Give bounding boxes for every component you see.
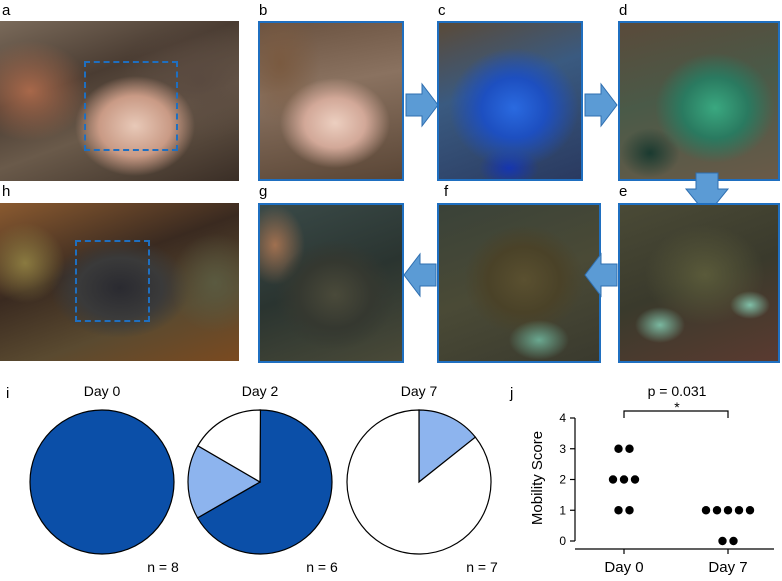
pie-slice bbox=[29, 409, 175, 555]
data-point bbox=[718, 536, 727, 546]
y-axis-label: Mobility Score bbox=[529, 431, 546, 525]
data-points bbox=[608, 444, 755, 546]
y-tick-label: 1 bbox=[559, 503, 566, 517]
significance-bracket bbox=[623, 410, 729, 418]
x-tick-label: Day 7 bbox=[708, 559, 747, 576]
panel-letter-h: h bbox=[2, 183, 11, 200]
pie-slice bbox=[196, 409, 333, 555]
pie-title-day-0: Day 0 bbox=[84, 383, 121, 399]
panel-letter-c: c bbox=[438, 2, 446, 19]
arrow-down bbox=[684, 172, 730, 216]
y-tick-label: 3 bbox=[559, 442, 566, 456]
arrow-left-2 bbox=[584, 252, 618, 298]
photo-c-blue-treatment bbox=[437, 21, 583, 181]
panel-letter-i: i bbox=[6, 385, 10, 402]
data-point bbox=[608, 475, 618, 484]
pie-day-2 bbox=[187, 409, 333, 555]
pie-day-0 bbox=[29, 409, 175, 555]
data-point bbox=[723, 506, 733, 515]
significance-star: * bbox=[674, 399, 680, 415]
y-tick-label: 0 bbox=[559, 534, 566, 548]
photo-g-day7-closeup bbox=[258, 203, 404, 363]
data-point bbox=[614, 506, 623, 515]
pie-n-day-0: n = 8 bbox=[147, 559, 179, 575]
pie-title-day-2: Day 2 bbox=[242, 383, 279, 399]
panel-letter-e: e bbox=[619, 183, 628, 200]
pie-charts: Day 0 Day 2 Day 7 n = 8 n = 6 n = 7 bbox=[29, 383, 498, 575]
data-point bbox=[625, 444, 634, 453]
data-point bbox=[745, 506, 755, 515]
y-tick-label: 4 bbox=[559, 411, 566, 425]
zoom-box-a bbox=[84, 61, 178, 151]
data-point bbox=[734, 506, 744, 515]
y-tick-label: 2 bbox=[559, 473, 566, 487]
x-ticks: Day 0 Day 7 bbox=[604, 549, 748, 576]
data-point bbox=[712, 506, 722, 515]
data-point bbox=[701, 506, 711, 515]
pie-n-day-7: n = 7 bbox=[466, 559, 498, 575]
panel-letter-a: a bbox=[2, 2, 11, 19]
data-point bbox=[619, 475, 629, 484]
pie-title-day-7: Day 7 bbox=[401, 383, 438, 399]
panel-letter-g: g bbox=[259, 183, 268, 200]
panel-letter-d: d bbox=[619, 2, 628, 19]
y-ticks: 0 1 2 3 4 bbox=[559, 411, 575, 548]
panel-letter-j: j bbox=[510, 385, 514, 402]
photo-a-hoof-lesion bbox=[0, 21, 239, 181]
photo-e-day1-closeup bbox=[618, 203, 780, 363]
zoom-box-h bbox=[75, 240, 150, 322]
x-tick-label: Day 0 bbox=[604, 559, 643, 576]
arrow-left-1 bbox=[403, 252, 437, 298]
photo-f-day2-closeup bbox=[437, 203, 601, 363]
pie-slice bbox=[196, 409, 262, 484]
data-point bbox=[630, 475, 640, 484]
data-point bbox=[614, 444, 623, 453]
photo-d-green-treatment bbox=[618, 21, 780, 181]
pie-slice bbox=[418, 409, 477, 484]
photo-b-lesion-closeup bbox=[258, 21, 404, 181]
panel-letter-b: b bbox=[259, 2, 268, 19]
p-value-annotation: p = 0.031 bbox=[648, 383, 707, 399]
pie-slice bbox=[187, 444, 262, 519]
arrow-right-1 bbox=[405, 82, 439, 128]
pie-n-day-2: n = 6 bbox=[306, 559, 338, 575]
arrow-right-2 bbox=[584, 82, 618, 128]
data-point bbox=[729, 536, 738, 546]
pie-day-7 bbox=[346, 409, 492, 555]
pie-slice bbox=[346, 409, 492, 555]
photo-h-healed-hoof bbox=[0, 203, 239, 361]
data-point bbox=[625, 506, 634, 515]
panel-letter-f: f bbox=[444, 183, 449, 200]
